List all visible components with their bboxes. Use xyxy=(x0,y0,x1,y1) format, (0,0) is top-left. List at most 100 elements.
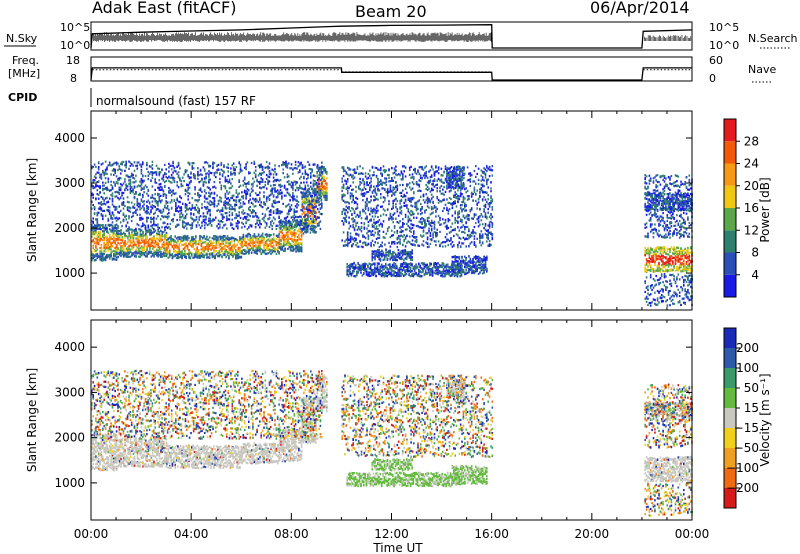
power-cell xyxy=(146,241,148,244)
power-cell xyxy=(158,250,161,253)
power-cell xyxy=(128,179,130,182)
power-cell xyxy=(168,243,171,246)
power-cell xyxy=(164,181,166,184)
power-cell xyxy=(221,243,223,246)
power-cell xyxy=(289,183,291,186)
power-cell xyxy=(213,238,215,241)
power-cell xyxy=(281,210,283,213)
power-cell xyxy=(193,253,196,256)
power-cell xyxy=(186,183,188,186)
power-cell xyxy=(147,226,150,229)
power-cell xyxy=(257,240,260,243)
power-cell xyxy=(140,172,143,175)
power-cell xyxy=(146,167,148,170)
power-cell xyxy=(290,184,293,188)
power-cell xyxy=(280,242,282,245)
power-cell xyxy=(180,212,183,215)
power-cell xyxy=(213,235,215,238)
power-cell xyxy=(198,188,200,191)
power-cell xyxy=(125,252,128,255)
power-cell xyxy=(196,246,198,249)
power-cell xyxy=(242,184,245,187)
power-cell xyxy=(346,271,348,274)
power-cell xyxy=(139,250,142,253)
power-cell xyxy=(292,186,294,189)
power-cell xyxy=(181,239,183,242)
power-cell xyxy=(309,231,312,234)
power-cell xyxy=(308,208,311,212)
power-cell xyxy=(209,200,211,203)
power-cell xyxy=(302,211,305,214)
power-cell xyxy=(194,174,196,177)
power-cell xyxy=(206,210,209,213)
power-cell xyxy=(122,212,125,215)
power-cell xyxy=(278,242,281,245)
power-cell xyxy=(318,216,320,219)
power-cell xyxy=(354,263,357,267)
power-cell xyxy=(187,191,189,194)
power-cell xyxy=(103,257,105,260)
power-cell xyxy=(170,168,173,171)
power-cell xyxy=(174,253,176,256)
power-cell xyxy=(249,235,252,238)
power-cell xyxy=(284,235,286,238)
power-cell xyxy=(96,220,99,223)
power-cell xyxy=(119,209,122,212)
power-cell xyxy=(102,181,104,184)
power-cell xyxy=(182,237,185,240)
power-cell xyxy=(171,245,174,248)
power-cell xyxy=(127,252,129,255)
power-cell xyxy=(217,168,220,171)
power-cell xyxy=(310,181,312,184)
power-cell xyxy=(276,195,279,198)
power-cell xyxy=(117,237,119,241)
power-cell xyxy=(195,218,198,221)
power-cell xyxy=(228,214,231,217)
power-cell xyxy=(179,177,181,180)
power-cell xyxy=(206,245,208,248)
power-cell xyxy=(158,167,161,170)
power-cell xyxy=(240,256,243,259)
power-cell xyxy=(102,256,104,260)
power-cell xyxy=(138,237,140,240)
power-cell xyxy=(232,162,235,165)
power-cell xyxy=(289,243,292,247)
power-cell xyxy=(179,218,181,221)
power-cell xyxy=(324,198,327,201)
power-cell xyxy=(115,219,118,222)
power-cell xyxy=(186,223,188,226)
power-cell xyxy=(149,228,151,231)
power-cell xyxy=(310,185,312,188)
power-cell xyxy=(226,212,228,215)
power-cell xyxy=(139,163,141,166)
power-cell xyxy=(211,245,214,248)
power-cell xyxy=(166,217,169,220)
power-cell xyxy=(287,241,289,244)
power-cell xyxy=(189,257,192,260)
power-cell xyxy=(285,205,287,208)
power-cell xyxy=(253,236,256,239)
power-cell xyxy=(239,216,242,220)
power-cell xyxy=(110,194,112,197)
power-cell xyxy=(161,168,163,171)
power-cell xyxy=(254,204,257,208)
power-cell xyxy=(190,238,193,241)
power-cell xyxy=(261,165,264,168)
power-cell xyxy=(207,249,209,252)
power-cell xyxy=(205,218,207,221)
power-cell xyxy=(197,239,200,243)
power-cell xyxy=(144,224,147,227)
power-cell xyxy=(158,226,161,230)
power-cell xyxy=(137,205,140,208)
power-cell xyxy=(132,214,134,218)
power-cell xyxy=(125,160,127,163)
power-cell xyxy=(278,165,280,168)
power-cell xyxy=(253,251,256,254)
power-cell xyxy=(95,238,97,241)
power-cell xyxy=(147,230,150,233)
power-cell xyxy=(191,166,194,169)
power-cell xyxy=(292,199,294,202)
power-cell xyxy=(242,197,245,200)
power-cell xyxy=(145,229,147,232)
power-cell xyxy=(257,245,260,248)
